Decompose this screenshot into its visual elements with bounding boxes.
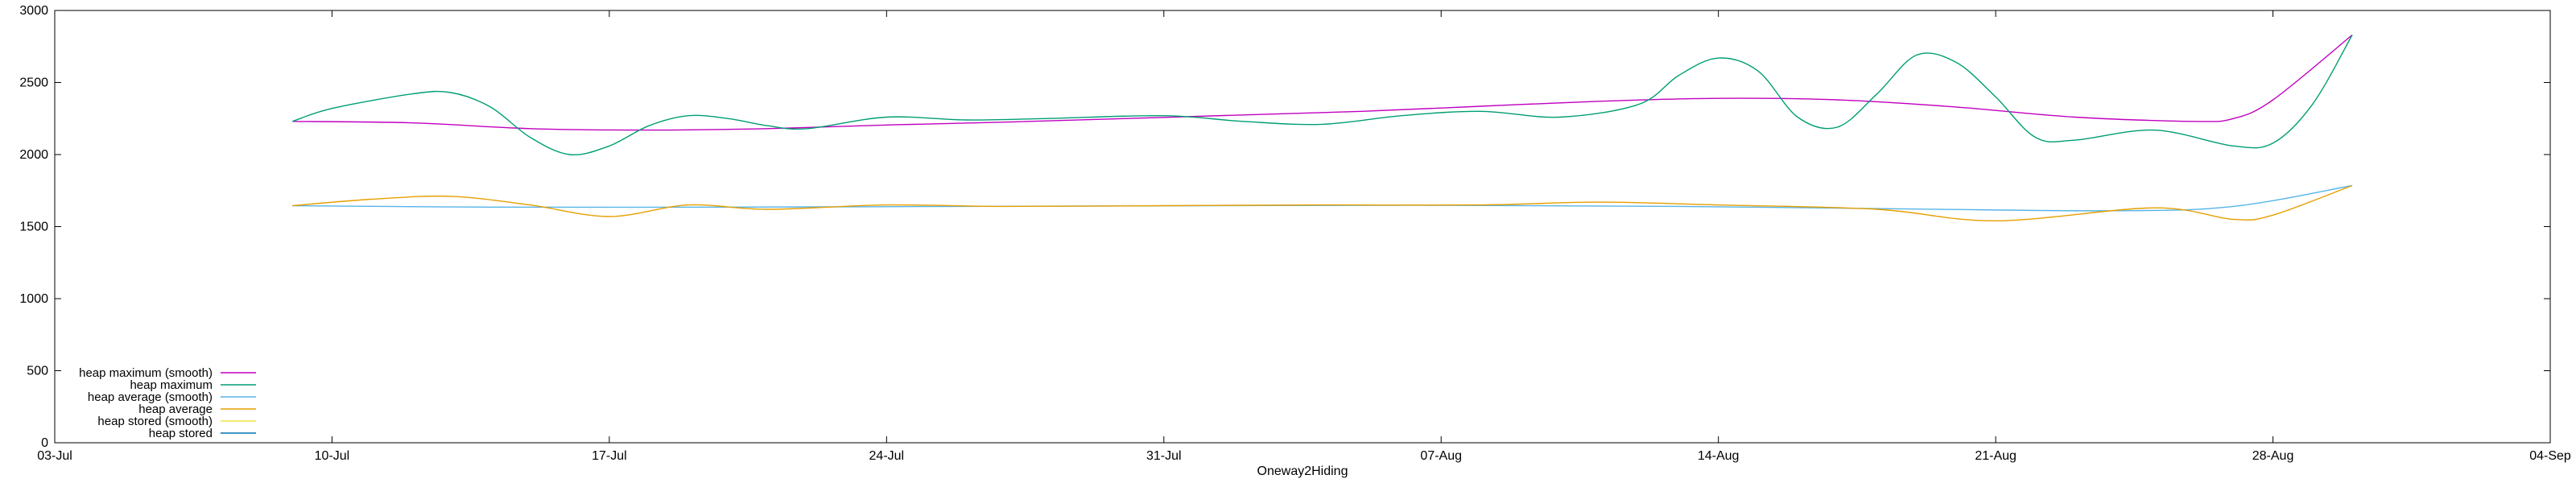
legend-label: heap average (smooth) [88,390,213,404]
series-line-heap-average-smooth [292,184,2353,212]
x-tick-label: 04-Sep [2529,449,2571,463]
x-tick-label: 17-Jul [592,449,627,463]
axis-layer: 0 500 1000 1500 2000 2500 3000 03-Jul 10-Jul 17-J… [19,4,2570,463]
x-axis-title: Oneway2Hiding [1257,464,1348,478]
x-tick-label: 03-Jul [37,449,72,463]
series-line-heap-maximum [291,35,2353,155]
y-tick-label: 1000 [19,292,48,306]
legend-label: heap stored (smooth) [97,415,213,428]
y-tick-label: 1500 [19,221,48,234]
x-tick-label: 31-Jul [1146,449,1182,463]
x-tick-label: 07-Aug [1420,449,1462,463]
y-tick-label: 0 [41,436,48,450]
legend-label: heap average [138,402,213,416]
series-layer [291,34,2353,222]
legend-label: heap stored [149,427,213,440]
x-tick-label: 14-Aug [1698,449,1740,463]
x-tick-label: 24-Jul [869,449,905,463]
y-tick-label: 3000 [19,4,48,18]
series-line-heap-average [292,184,2353,222]
y-tick-label: 2500 [19,76,48,90]
series-line-heap-maximum-smooth [292,34,2353,131]
x-tick-label: 10-Jul [315,449,350,463]
y-tick-label: 2000 [19,148,48,162]
legend-label: heap maximum [130,378,213,392]
y-tick-label: 500 [27,365,48,378]
x-tick-label: 28-Aug [2252,449,2294,463]
x-tick-label: 21-Aug [1975,449,2017,463]
legend-label: heap maximum (smooth) [79,366,213,380]
plot-frame [54,10,2551,444]
